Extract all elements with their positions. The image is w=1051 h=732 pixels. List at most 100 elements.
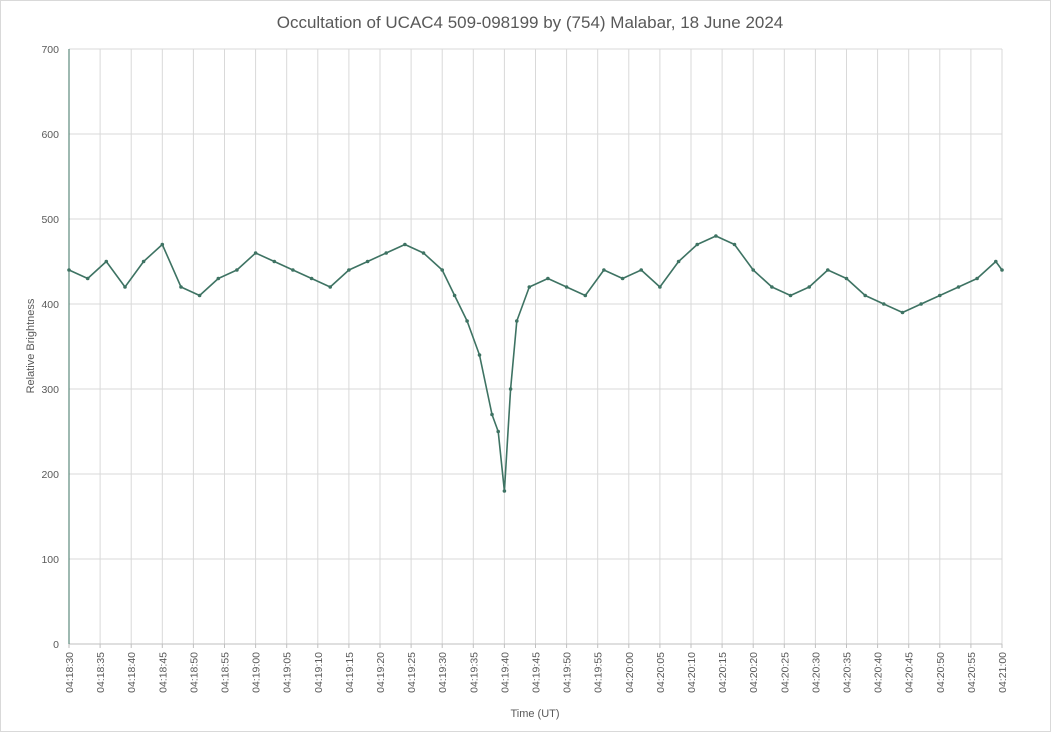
data-point [104, 259, 109, 264]
data-point [938, 293, 942, 298]
data-point [751, 268, 755, 272]
data-point [1000, 268, 1004, 272]
x-tick-label: 04:18:55 [220, 652, 232, 693]
data-point [508, 387, 513, 391]
x-tick-label: 04:20:20 [748, 652, 760, 693]
x-tick-label: 04:19:10 [313, 652, 325, 693]
data-point [807, 285, 811, 289]
data-point [490, 412, 494, 417]
data-point [515, 319, 519, 323]
x-tick-label: 04:20:40 [873, 652, 885, 693]
data-point [347, 268, 351, 272]
data-point [658, 285, 662, 289]
data-point [714, 234, 718, 238]
y-tick-labels: 0 100 200 300 400 500 600 700 [41, 44, 59, 651]
x-tick-label: 04:18:30 [64, 652, 76, 693]
data-point [403, 242, 407, 247]
x-tick-label: 04:20:55 [966, 652, 978, 693]
y-axis-title: Relative Brightness [25, 298, 37, 393]
x-tick-label: 04:19:35 [468, 652, 480, 693]
x-tick-label: 04:20:35 [842, 652, 854, 693]
data-point [994, 259, 998, 264]
data-point [160, 242, 165, 247]
data-point [770, 285, 774, 289]
x-tick-label: 04:18:50 [188, 652, 200, 693]
x-tick-label: 04:19:05 [282, 652, 294, 693]
y-tick-label: 500 [41, 214, 59, 226]
x-tick-label: 04:21:00 [997, 652, 1009, 693]
data-point [639, 268, 643, 272]
series-group [67, 234, 1004, 493]
x-tick-labels: 04:18:30 04:18:35 04:18:40 04:18:45 04:18:50… [64, 652, 1009, 693]
data-point [900, 310, 905, 315]
data-point [197, 293, 202, 298]
data-point [546, 276, 550, 281]
y-tick-label: 300 [41, 384, 59, 396]
data-point [235, 268, 239, 272]
x-tick-label: 04:19:30 [437, 652, 449, 693]
data-point [919, 302, 923, 306]
x-tick-label: 04:19:00 [251, 652, 263, 693]
data-point [216, 276, 221, 281]
x-tick-label: 04:20:10 [686, 652, 698, 693]
data-point [583, 293, 588, 298]
data-point [826, 268, 830, 272]
x-tick-label: 04:19:20 [375, 652, 387, 693]
data-point [502, 489, 507, 493]
x-tick-label: 04:19:50 [562, 652, 574, 693]
data-point [527, 285, 532, 289]
y-tick-label: 100 [41, 554, 59, 566]
data-point [253, 251, 258, 255]
data-point [620, 276, 625, 281]
x-tick-label: 04:18:45 [157, 652, 169, 693]
x-tick-label: 04:19:25 [406, 652, 418, 693]
y-tick-label: 400 [41, 299, 59, 311]
data-point [328, 285, 333, 289]
data-point [975, 276, 979, 281]
x-tick-label: 04:20:25 [779, 652, 791, 693]
data-point [85, 276, 90, 281]
data-point [477, 353, 482, 357]
x-tick-label: 04:20:15 [717, 652, 729, 693]
x-gridlines [68, 49, 1003, 648]
data-point [788, 293, 793, 298]
y-tick-label: 200 [41, 469, 59, 481]
data-point [440, 268, 445, 272]
data-point [291, 268, 295, 272]
series-line [68, 235, 1003, 492]
data-point [384, 251, 389, 255]
data-point [602, 268, 606, 272]
axes [68, 49, 1002, 645]
data-point [676, 259, 681, 264]
data-point [863, 293, 867, 298]
data-point [365, 259, 370, 264]
x-axis-title: Time (UT) [510, 708, 559, 720]
y-tick-label: 600 [41, 129, 59, 141]
data-point [465, 319, 469, 323]
data-point [272, 259, 277, 264]
data-point [141, 259, 146, 264]
data-point [695, 242, 699, 247]
data-point [844, 276, 849, 281]
x-tick-label: 04:19:15 [344, 652, 356, 693]
x-tick-label: 04:19:40 [499, 652, 511, 693]
data-point [123, 285, 127, 289]
data-point [564, 285, 569, 289]
data-point [956, 285, 961, 289]
data-point [452, 293, 457, 298]
x-tick-label: 04:20:30 [810, 652, 822, 693]
x-tick-label: 04:19:45 [531, 652, 543, 693]
x-tick-label: 04:19:55 [593, 652, 605, 693]
x-tick-label: 04:20:45 [904, 652, 916, 693]
data-point [496, 429, 501, 434]
data-point [179, 285, 183, 289]
x-tick-label: 04:18:35 [95, 652, 107, 693]
data-point [882, 302, 886, 306]
data-point [732, 242, 737, 247]
data-point [421, 251, 426, 255]
x-tick-label: 04:18:40 [126, 652, 138, 693]
y-tick-label: 0 [53, 639, 59, 651]
y-tick-label: 700 [41, 44, 59, 56]
